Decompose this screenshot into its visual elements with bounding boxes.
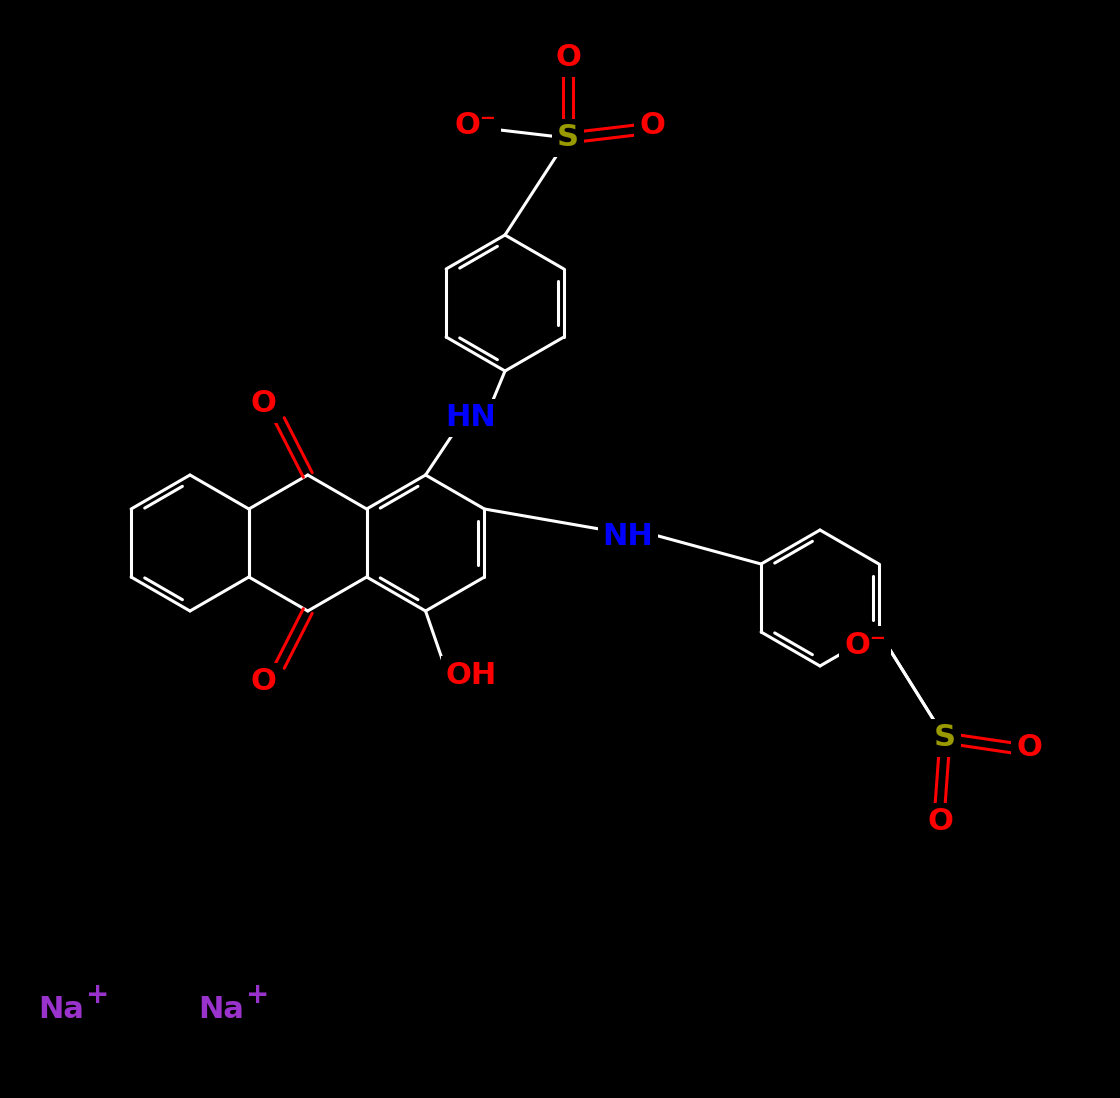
Text: O: O (556, 44, 581, 72)
Text: O: O (251, 390, 277, 418)
Text: O: O (927, 807, 953, 837)
Text: +: + (246, 981, 270, 1009)
Text: O: O (251, 668, 277, 696)
Text: NH: NH (603, 522, 653, 551)
Text: HN: HN (445, 403, 496, 433)
Text: O: O (1016, 733, 1042, 762)
Text: S: S (557, 123, 579, 153)
Text: O⁻: O⁻ (844, 630, 886, 660)
Text: OH: OH (446, 661, 497, 690)
Text: Na: Na (198, 995, 244, 1024)
Text: O⁻: O⁻ (454, 111, 496, 139)
Text: S: S (934, 724, 956, 752)
Text: O: O (640, 111, 665, 139)
Text: Na: Na (38, 995, 84, 1024)
Text: +: + (86, 981, 110, 1009)
